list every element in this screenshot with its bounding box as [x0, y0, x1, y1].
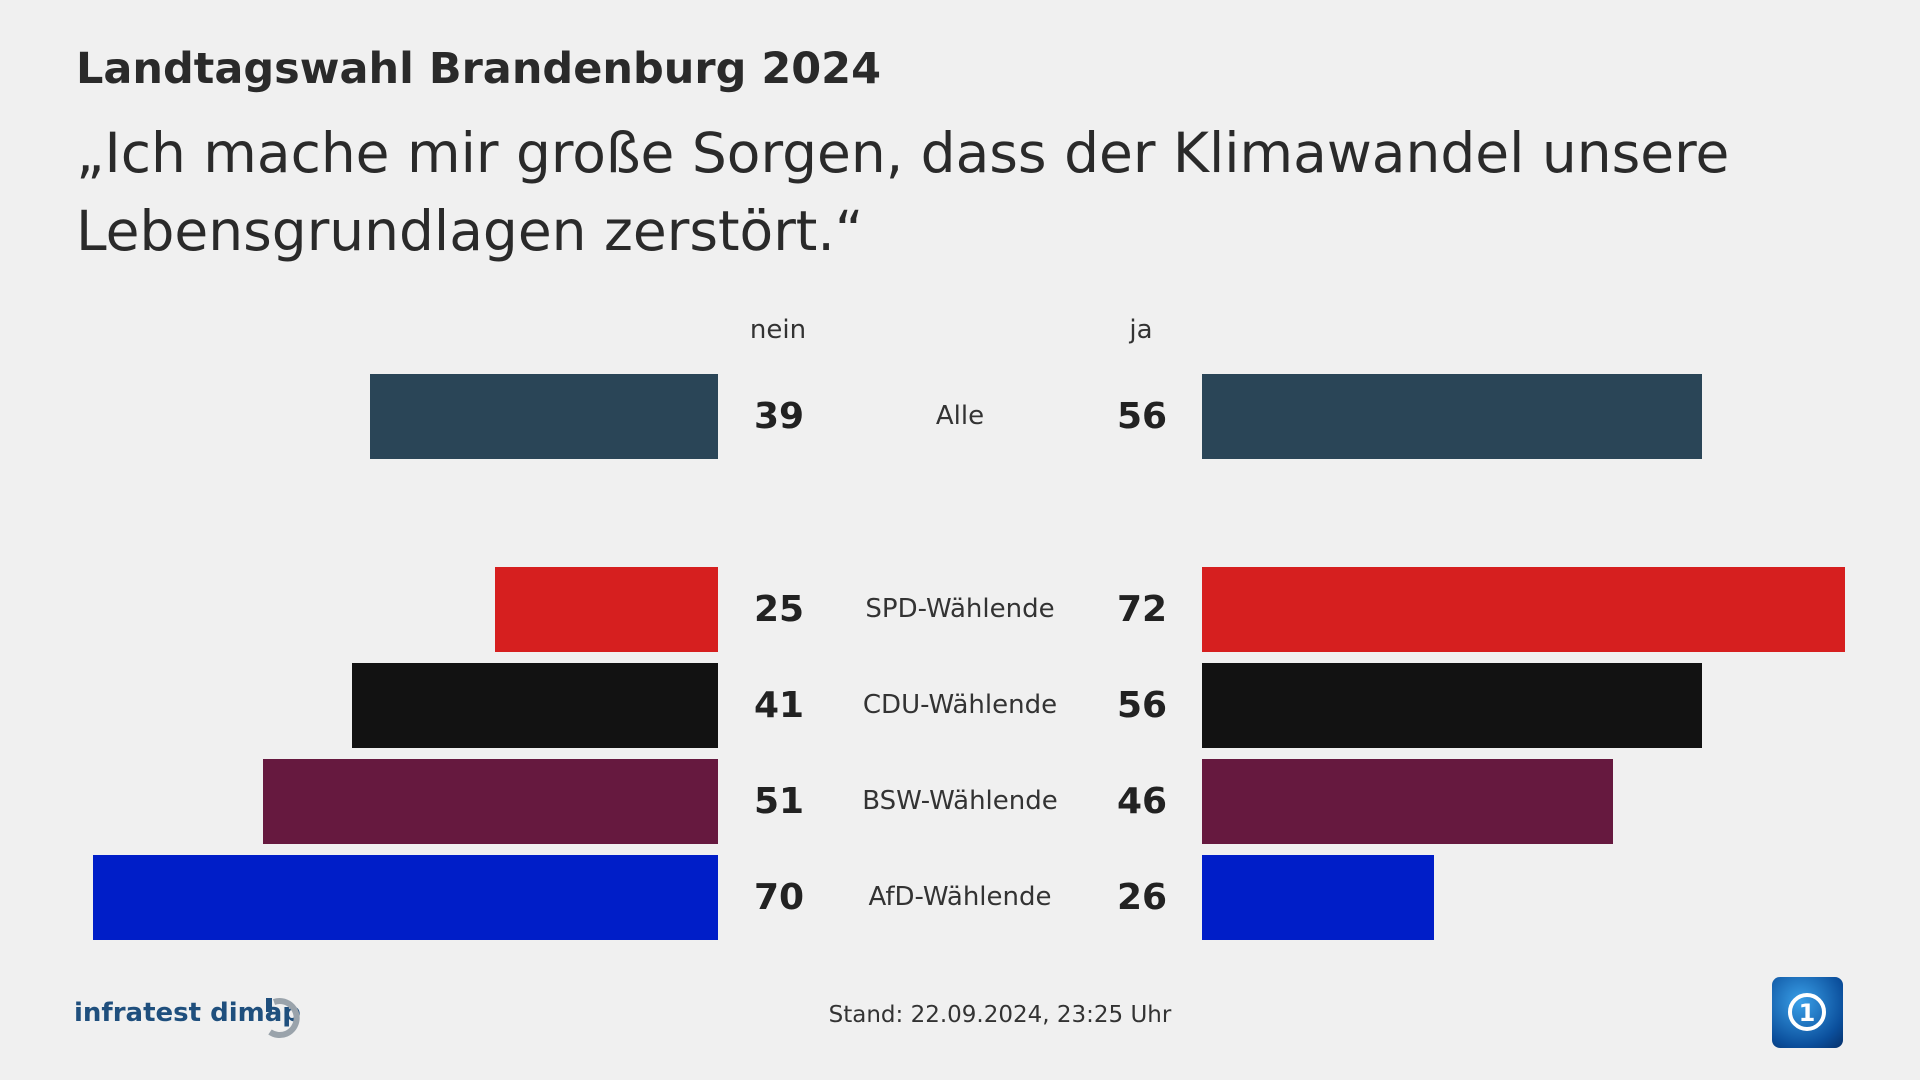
value-nein: 25 [753, 589, 805, 630]
category-label: CDU-Wählende [862, 690, 1058, 720]
infratest-dimap-icon [266, 998, 300, 1039]
value-nein: 70 [753, 877, 805, 918]
value-nein: 39 [753, 396, 805, 437]
category-label: AfD-Wählende [868, 882, 1052, 912]
category-label: Alle [935, 401, 985, 431]
bar-ja [1202, 567, 1845, 652]
bar-ja [1202, 374, 1703, 459]
value-ja: 56 [1116, 685, 1168, 726]
chart-title: Landtagswahl Brandenburg 2024 [76, 44, 882, 94]
category-label: SPD-Wählende [865, 594, 1055, 624]
value-ja: 72 [1116, 589, 1168, 630]
bar-nein [351, 663, 718, 748]
bar-nein [262, 759, 718, 844]
value-nein: 51 [753, 781, 805, 822]
bar-nein [369, 374, 718, 459]
bar-nein [92, 855, 718, 940]
value-nein: 41 [753, 685, 805, 726]
svg-text:1: 1 [1799, 999, 1816, 1027]
value-ja: 26 [1116, 877, 1168, 918]
ard-logo: 1 [1772, 977, 1843, 1048]
value-ja: 56 [1116, 396, 1168, 437]
infratest-dimap-logo: infratest dimap [74, 998, 301, 1028]
bar-nein [494, 567, 718, 652]
timestamp: Stand: 22.09.2024, 23:25 Uhr [828, 1002, 1172, 1028]
chart-subtitle: „Ich mache mir große Sorgen, dass der Kl… [76, 121, 1730, 263]
bar-ja [1202, 759, 1613, 844]
left-header: nein [749, 315, 807, 345]
right-header: ja [1129, 315, 1153, 345]
bar-ja [1202, 855, 1435, 940]
value-ja: 46 [1116, 781, 1168, 822]
category-label: BSW-Wählende [862, 786, 1058, 816]
bar-ja [1202, 663, 1703, 748]
